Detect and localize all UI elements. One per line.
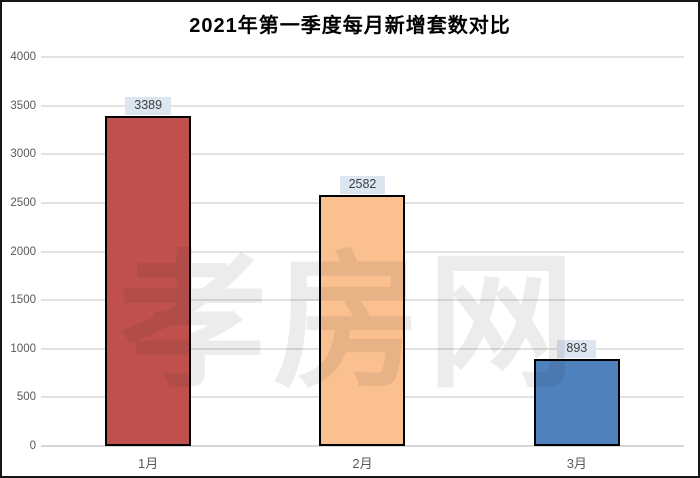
y-tick-label-1500: 1500	[10, 294, 36, 307]
y-tick-label-0: 0	[29, 440, 36, 452]
plot-area: 3389 2582 893	[41, 56, 684, 447]
x-tick-label-2月: 2月	[352, 456, 373, 471]
data-label-1月: 3389	[125, 97, 172, 115]
y-axis: 0 500 1000 1500 2000 2500 3000 3500 4000	[0, 51, 36, 452]
y-tick-label-3500: 3500	[10, 99, 36, 112]
y-tick-label-1000: 1000	[10, 342, 36, 355]
y-tick-label-500: 500	[16, 391, 36, 404]
y-tick-label-2000: 2000	[10, 245, 36, 258]
gridline-0	[41, 445, 684, 447]
y-tick-label-2500: 2500	[10, 196, 36, 209]
y-tick-label-4000: 4000	[10, 51, 36, 63]
data-label-2月: 2582	[339, 176, 386, 194]
bar-slot-1月: 3389	[41, 57, 255, 446]
x-tick-label-3月: 3月	[566, 456, 587, 471]
bar-slot-3月: 893	[470, 57, 684, 446]
x-axis: 1月 2月 3月	[41, 453, 684, 472]
bar-series: 3389 2582 893	[41, 57, 684, 446]
data-label-3月: 893	[557, 340, 597, 358]
bar-3月	[533, 359, 620, 446]
bar-1月	[105, 116, 192, 446]
bar-slot-2月: 2582	[255, 57, 469, 446]
chart-title: 2021年第一季度每月新增套数对比	[189, 15, 511, 37]
bar-2月	[319, 195, 406, 446]
x-tick-label-1月: 1月	[138, 456, 159, 471]
gridline-3000	[41, 153, 684, 156]
gridline-4000	[41, 56, 684, 58]
y-tick-label-3000: 3000	[10, 148, 36, 161]
gridline-3500	[41, 104, 684, 107]
